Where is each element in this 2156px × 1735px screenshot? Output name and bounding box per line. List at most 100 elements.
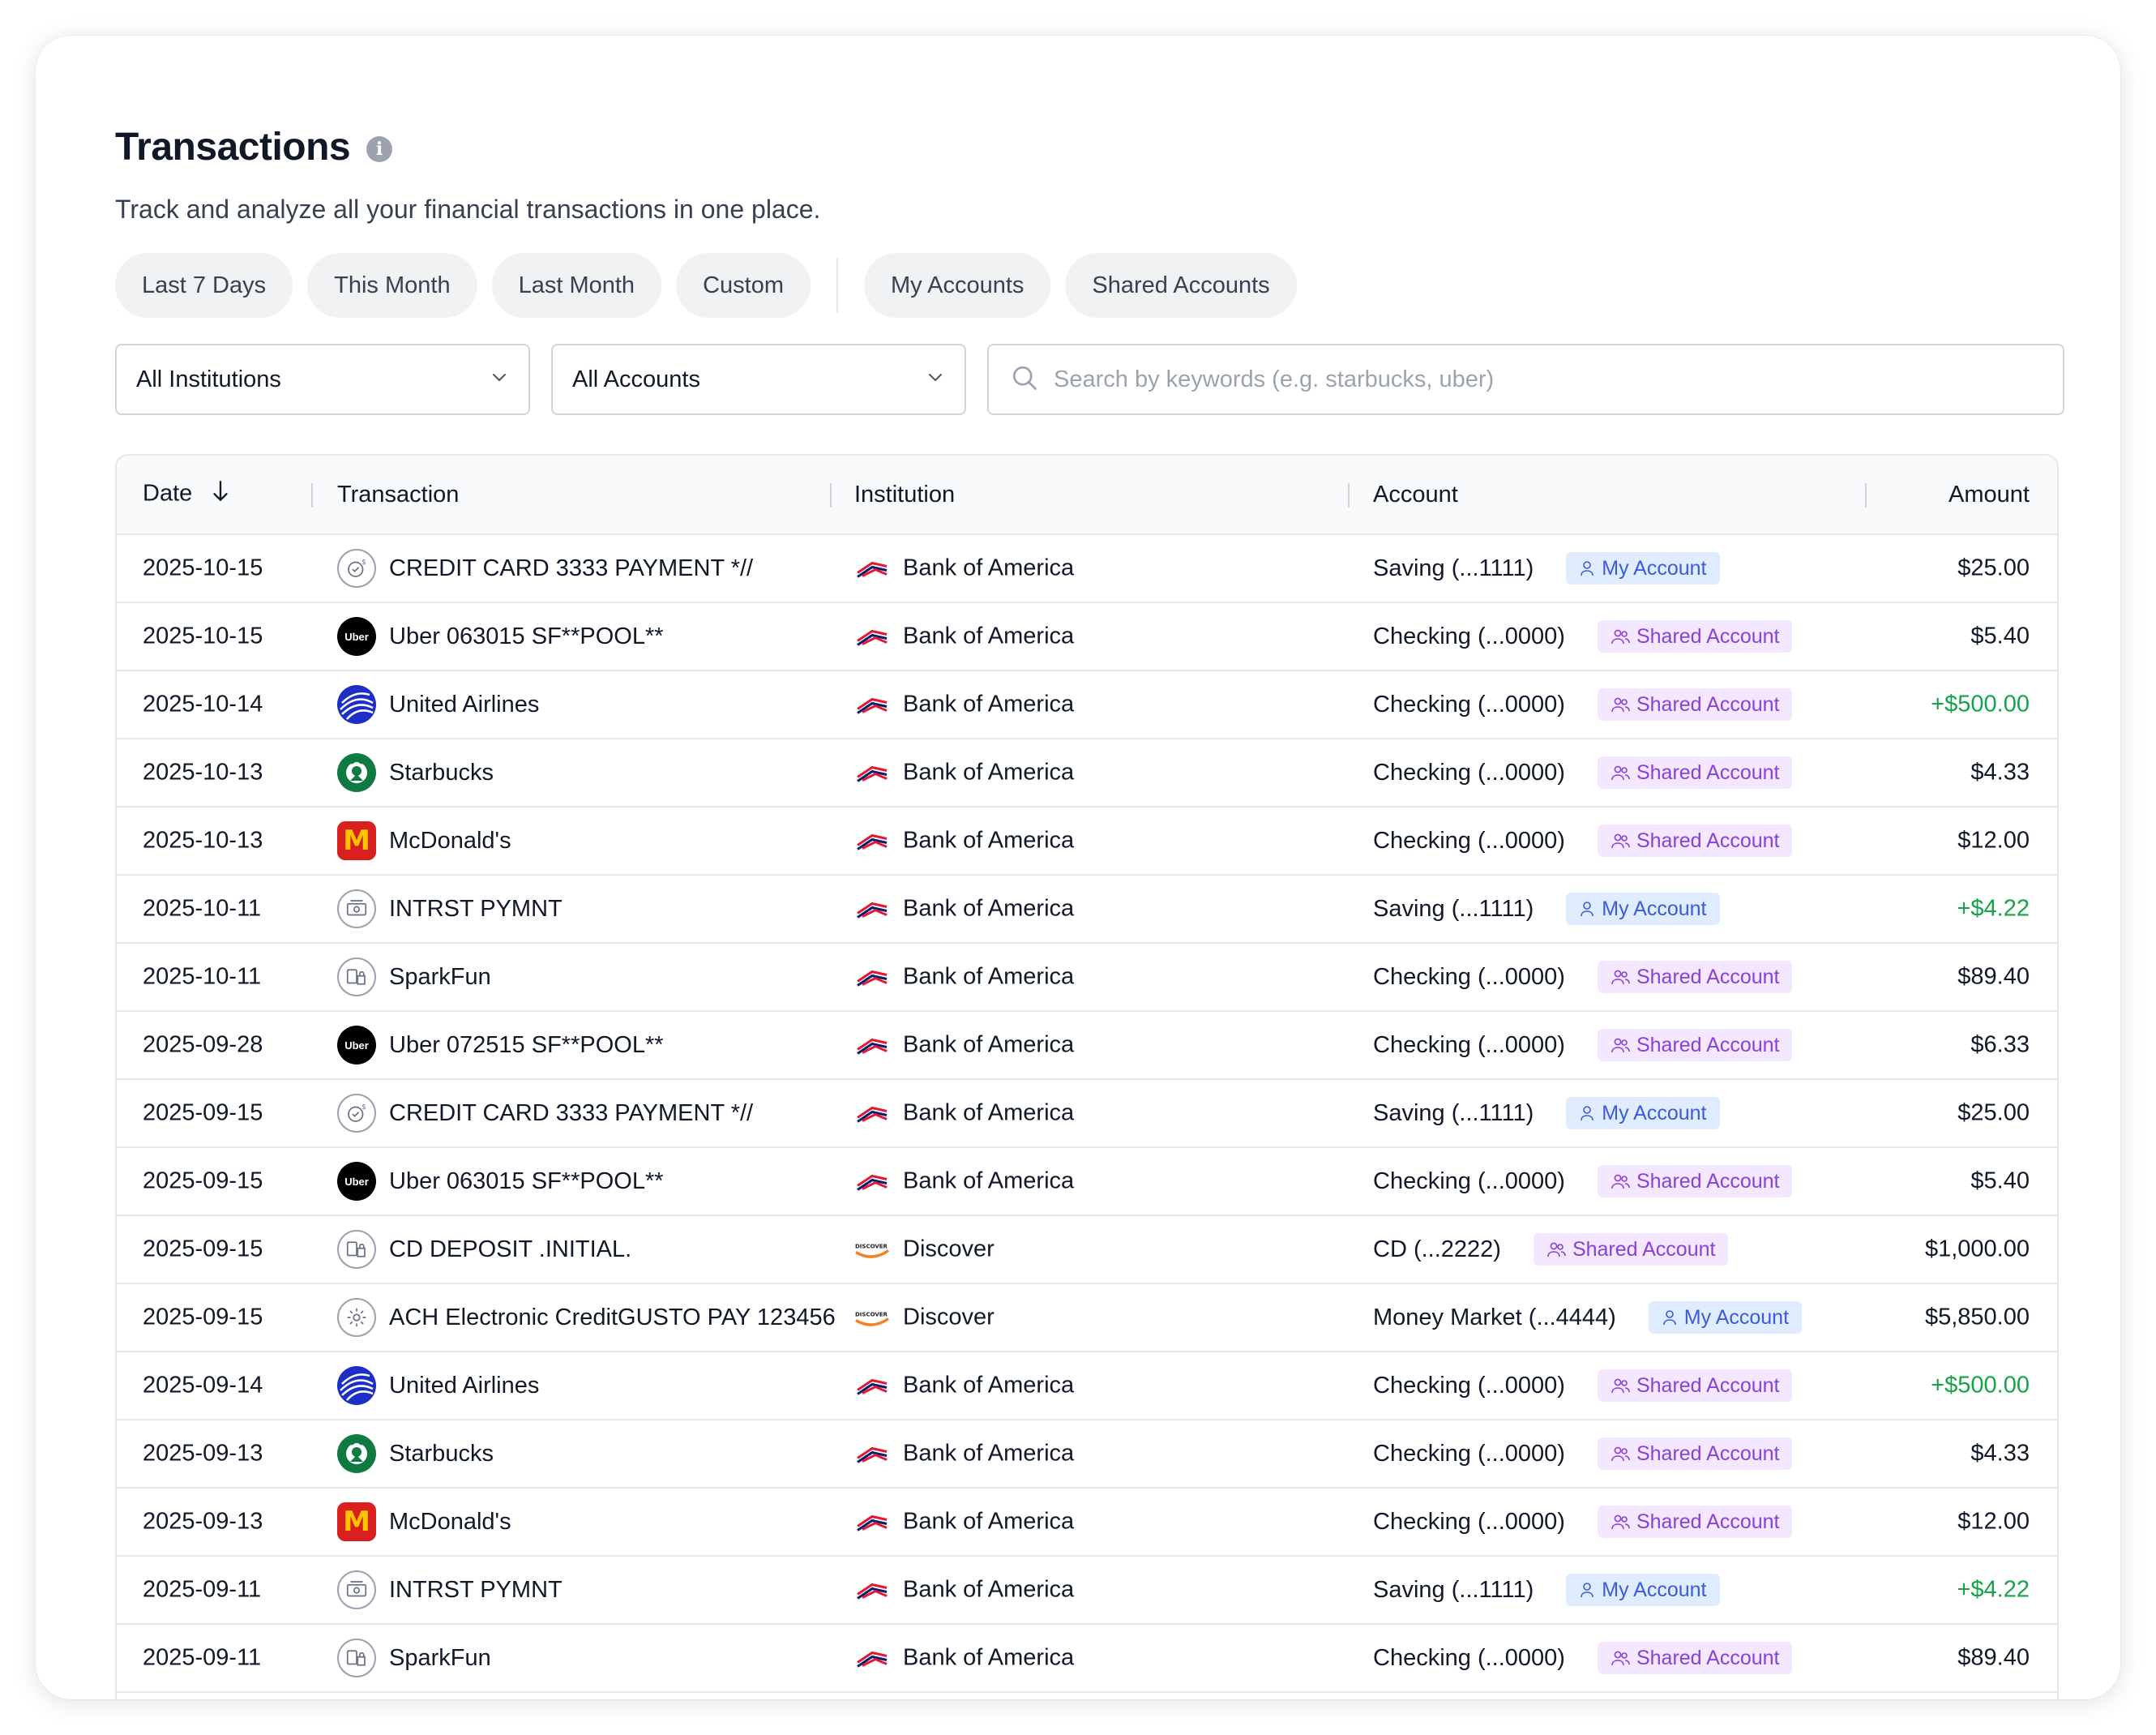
cell-account: CD (...2222) Shared Account [1373, 1233, 1729, 1266]
cell-transaction: SparkFun [337, 957, 491, 996]
filter-last-month[interactable]: Last Month [491, 253, 662, 318]
page-subtitle: Track and analyze all your financial tra… [115, 195, 821, 224]
transaction-name: Uber 072515 SF**POOL** [389, 1031, 664, 1058]
badge-label: My Account [1602, 1101, 1707, 1125]
badge-label: My Account [1602, 1578, 1707, 1601]
badge-label: Shared Account [1636, 1373, 1780, 1397]
chevron-down-icon [926, 366, 945, 393]
transaction-name: SparkFun [389, 1644, 491, 1671]
cell-account: Checking (...0000) Shared Account [1373, 961, 1793, 993]
header-transaction[interactable]: Transaction [337, 481, 460, 508]
cell-date: 2025-09-13 [143, 1508, 263, 1535]
bank-of-america-logo-icon [854, 1373, 890, 1398]
table-row[interactable]: 2025-09-14 United Airlines Bank of America… [117, 1352, 2057, 1420]
account-name: Saving (...1111) [1373, 1576, 1534, 1603]
account-select[interactable]: All Accounts [551, 344, 966, 415]
account-name: Checking (...0000) [1373, 691, 1565, 718]
info-icon[interactable]: i [366, 135, 393, 162]
filter-this-month[interactable]: This Month [307, 253, 477, 318]
cell-institution: Bank of America [854, 1441, 1074, 1467]
account-name: Saving (...1111) [1373, 895, 1534, 922]
table-row[interactable]: 2025-09-13 Starbucks Bank of America Checki… [117, 1420, 2057, 1489]
users-icon [1611, 764, 1630, 782]
svg-text:DISCOVER: DISCOVER [855, 1243, 888, 1249]
table-row[interactable]: 2025-10-11 SparkFun Bank of America Checkin… [117, 944, 2057, 1012]
account-type-badge: Shared Account [1597, 961, 1793, 993]
filter-my-accounts[interactable]: My Accounts [864, 253, 1051, 318]
uber-icon: Uber [337, 1162, 376, 1201]
cell-date: 2025-09-14 [143, 1372, 263, 1399]
table-row[interactable]: 2025-10-11 INTRST PYMNT Bank of America Sav… [117, 876, 2057, 944]
account-type-badge: Shared Account [1597, 1029, 1793, 1061]
account-type-badge: Shared Account [1597, 688, 1793, 721]
cell-institution: Bank of America [854, 1645, 1074, 1672]
cell-transaction: M McDonald's [337, 1502, 511, 1541]
search-box [987, 344, 2064, 415]
cell-account: Checking (...0000) Shared Account [1373, 1642, 1793, 1674]
table-row[interactable]: 2025-09-15 CD DEPOSIT .INITIAL. DISCOVER Di… [117, 1216, 2057, 1284]
cell-transaction: Uber Uber 063015 SF**POOL** [337, 1162, 664, 1201]
transactions-card: Transactions i Track and analyze all you… [36, 36, 2120, 1699]
filter-custom[interactable]: Custom [676, 253, 811, 318]
cell-amount: $4.33 [1970, 759, 2030, 786]
header-institution[interactable]: Institution [854, 481, 956, 508]
sort-descending-icon[interactable] [210, 479, 231, 510]
table-row[interactable]: 2025-10-15 Uber Uber 063015 SF**POOL** Bank… [117, 603, 2057, 671]
table-row[interactable]: 2025-09-13 M McDonald's Bank of America Chec… [117, 1489, 2057, 1557]
table-row[interactable]: 2025-10-13 M McDonald's Bank of America Chec… [117, 808, 2057, 876]
cell-institution: Bank of America [854, 692, 1074, 718]
cell-account: Checking (...0000) Shared Account [1373, 1437, 1793, 1470]
search-input[interactable] [1054, 366, 2042, 393]
shopping-icon [337, 957, 376, 996]
cell-account: Checking (...0000) Shared Account [1373, 1165, 1793, 1197]
column-divider [1348, 483, 1350, 508]
account-type-badge: Shared Account [1597, 1506, 1793, 1538]
table-row[interactable]: 2025-09-11 SparkFun Bank of America Checkin… [117, 1625, 2057, 1693]
header-date[interactable]: Date [143, 479, 231, 510]
account-name: Checking (...0000) [1373, 1644, 1565, 1671]
cell-date: 2025-10-11 [143, 963, 262, 990]
table-row[interactable]: 2025-09-15 Uber Uber 063015 SF**POOL** Bank… [117, 1148, 2057, 1216]
transaction-name: CREDIT CARD 3333 PAYMENT *// [389, 1099, 754, 1126]
header-amount[interactable]: Amount [1949, 481, 2030, 508]
filter-shared-accounts[interactable]: Shared Accounts [1065, 253, 1297, 318]
institution-name: Bank of America [903, 1576, 1075, 1603]
cell-date: 2025-09-15 [143, 1304, 263, 1330]
badge-label: Shared Account [1636, 1510, 1780, 1533]
cell-date: 2025-09-15 [143, 1099, 263, 1126]
filter-last-7-days[interactable]: Last 7 Days [115, 253, 293, 318]
bank-of-america-logo-icon [854, 556, 890, 580]
table-row[interactable]: 2025-09-28 Uber Uber 072515 SF**POOL** Bank… [117, 1012, 2057, 1080]
badge-label: Shared Account [1636, 1646, 1780, 1669]
badge-label: Shared Account [1636, 1442, 1780, 1465]
cell-amount: $6.33 [1970, 1031, 2030, 1058]
cell-transaction: Starbucks [337, 753, 494, 792]
transaction-name: McDonald's [389, 1508, 511, 1535]
institution-name: Bank of America [903, 623, 1075, 649]
users-icon [1611, 1445, 1630, 1463]
cell-amount: +$4.22 [1957, 895, 2030, 922]
bank-of-america-logo-icon [854, 1033, 890, 1057]
account-name: Checking (...0000) [1373, 1167, 1565, 1194]
cell-amount: $12.00 [1957, 1508, 2030, 1535]
svg-text:$: $ [361, 1103, 366, 1112]
bank-of-america-logo-icon [854, 829, 890, 853]
starbucks-icon [337, 1434, 376, 1473]
cell-account: Saving (...1111) My Account [1373, 1097, 1720, 1129]
controls-row: All Institutions All Accounts [115, 344, 2064, 415]
cell-date: 2025-10-13 [143, 827, 263, 854]
users-icon [1546, 1240, 1566, 1258]
header-account[interactable]: Account [1373, 481, 1458, 508]
bank-of-america-logo-icon [854, 760, 890, 785]
table-row[interactable]: 2025-09-11 INTRST PYMNT Bank of America Sav… [117, 1557, 2057, 1625]
table-row[interactable]: 2025-10-13 Starbucks Bank of America Checki… [117, 739, 2057, 808]
column-divider [830, 483, 832, 508]
badge-label: Shared Account [1636, 965, 1780, 988]
table-row[interactable]: 2025-09-15 $ CREDIT CARD 3333 PAYMENT *// B… [117, 1080, 2057, 1148]
table-header: Date Transaction Institution Account Amo… [117, 456, 2057, 535]
discover-logo-icon: DISCOVER [854, 1305, 890, 1330]
table-row[interactable]: 2025-09-15 ACH Electronic CreditGUSTO PAY… [117, 1284, 2057, 1352]
table-row[interactable]: 2025-10-14 United Airlines Bank of America… [117, 671, 2057, 739]
table-row[interactable]: 2025-10-15 $ CREDIT CARD 3333 PAYMENT *// B… [117, 535, 2057, 603]
institution-select[interactable]: All Institutions [115, 344, 530, 415]
